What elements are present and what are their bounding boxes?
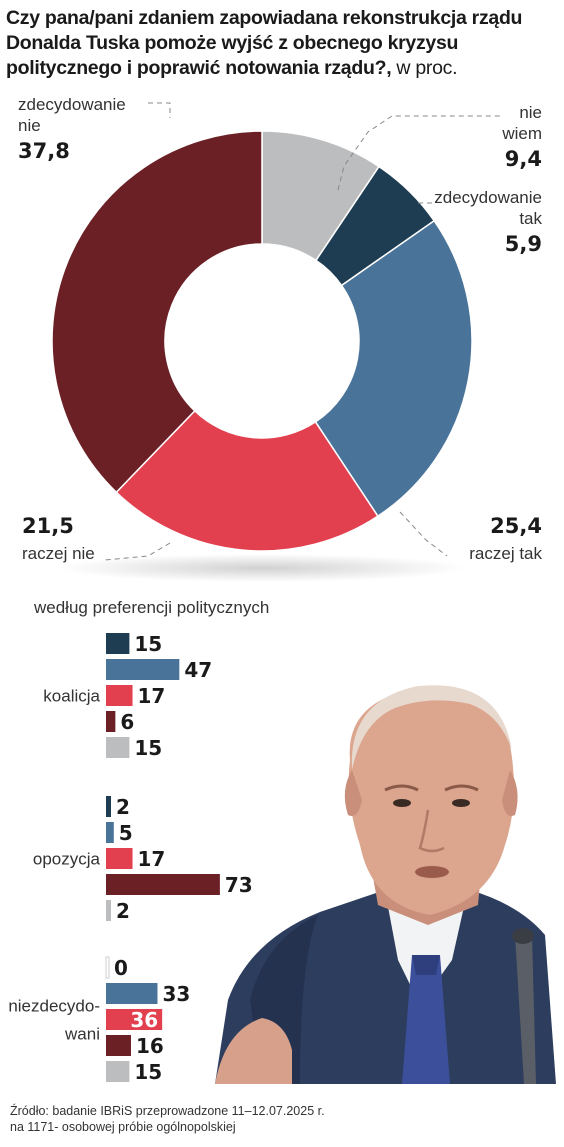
bar-value-koalicja-nie-wiem: 15 xyxy=(134,736,162,760)
bar-value-niezdecydo-wani-zdecydowanie-tak: 0 xyxy=(114,956,128,980)
donut-hole xyxy=(166,245,358,437)
bar-koalicja-nie-wiem xyxy=(106,737,130,758)
donut-slice-zdecydowanie-nie xyxy=(51,130,263,494)
chart-title-text: Czy pana/pani zdaniem zapowiadana rekons… xyxy=(6,7,523,79)
slice-label-zdecydowanie-tak: tak xyxy=(519,209,542,228)
politician-photo xyxy=(215,685,556,1084)
bar-niezdecydo-wani-nie-wiem xyxy=(106,1061,130,1082)
bar-value-opozycja-zdecydowanie-nie: 73 xyxy=(225,873,253,897)
slice-label-zdecydowanie-nie: nie xyxy=(18,116,41,135)
bar-value-opozycja-zdecydowanie-tak: 2 xyxy=(116,795,130,819)
slice-label-nie-wiem: wiem xyxy=(501,124,542,143)
source-line-1: Źródło: badanie IBRiS przeprowadzone 11–… xyxy=(10,1104,325,1118)
slice-label-nie-wiem: nie xyxy=(519,103,542,122)
leader-line-raczej-tak xyxy=(399,511,448,557)
bar-value-koalicja-zdecydowanie-tak: 15 xyxy=(134,632,162,656)
bar-opozycja-raczej-nie xyxy=(106,848,133,869)
bar-value-niezdecydo-wani-nie-wiem: 15 xyxy=(134,1060,162,1084)
bar-value-niezdecydo-wani-raczej-nie: 36 xyxy=(130,1008,158,1032)
donut-chart xyxy=(51,130,473,552)
chart-title-unit: w proc. xyxy=(391,57,458,79)
source-note: Źródło: badanie IBRiS przeprowadzone 11–… xyxy=(10,1103,325,1135)
bar-opozycja-nie-wiem xyxy=(106,900,111,921)
bar-niezdecydo-wani-zdecydowanie-tak xyxy=(105,956,110,979)
bar-group-label-niezdecydo-wani: wani xyxy=(64,1025,100,1044)
slice-value-zdecydowanie-tak: 5,9 xyxy=(505,232,542,256)
slice-label-zdecydowanie-tak: zdecydowanie xyxy=(434,188,542,207)
slice-value-raczej-nie: 21,5 xyxy=(22,514,74,538)
slice-value-raczej-tak: 25,4 xyxy=(490,514,542,538)
bar-value-koalicja-raczej-nie: 17 xyxy=(138,684,166,708)
bar-koalicja-zdecydowanie-tak xyxy=(106,633,130,654)
bar-opozycja-raczej-tak xyxy=(106,822,114,843)
donut-slice-raczej-tak xyxy=(314,219,473,518)
bar-chart-title: według preferencji politycznych xyxy=(34,598,270,617)
leader-line-raczej-nie xyxy=(104,542,171,561)
bar-niezdecydo-wani-raczej-tak xyxy=(106,983,158,1004)
chart-title: Czy pana/pani zdaniem zapowiadana rekons… xyxy=(6,6,554,81)
slice-label-zdecydowanie-nie: zdecydowanie xyxy=(18,95,126,114)
slice-label-raczej-tak: raczej tak xyxy=(469,544,542,563)
bar-group-label-koalicja: koalicja xyxy=(43,687,100,706)
donut-labels: nie wiem 9,4 zdecydowanie tak 5,9 25,4 raczej t… xyxy=(18,95,542,563)
slice-label-raczej-nie: raczej nie xyxy=(22,544,95,563)
bar-value-koalicja-raczej-tak: 47 xyxy=(184,658,212,682)
donut-slice-raczej-nie xyxy=(115,409,379,552)
bar-koalicja-zdecydowanie-nie xyxy=(106,711,116,732)
source-line-2: na 1171- osobowej próbie ogólnopolskiej xyxy=(10,1120,236,1134)
bar-opozycja-zdecydowanie-tak xyxy=(106,796,111,817)
bar-niezdecydo-wani-raczej-nie xyxy=(106,1009,163,1030)
bar-group-label-opozycja: opozycja xyxy=(33,850,101,869)
slice-value-nie-wiem: 9,4 xyxy=(505,147,542,171)
bar-koalicja-raczej-tak xyxy=(106,659,180,680)
bar-niezdecydo-wani-zdecydowanie-nie xyxy=(106,1035,131,1056)
bar-opozycja-zdecydowanie-nie xyxy=(106,874,220,895)
bar-group-label-niezdecydo-wani: niezdecydo- xyxy=(8,997,100,1016)
leader-line-nie-wiem xyxy=(337,115,502,191)
bar-value-niezdecydo-wani-raczej-tak: 33 xyxy=(162,982,190,1006)
bar-value-opozycja-raczej-nie: 17 xyxy=(138,847,166,871)
bar-value-opozycja-raczej-tak: 5 xyxy=(119,821,133,845)
bar-value-opozycja-nie-wiem: 2 xyxy=(116,899,130,923)
donut-shadow xyxy=(57,554,467,582)
bar-koalicja-raczej-nie xyxy=(106,685,133,706)
leader-line-zdecydowanie-nie xyxy=(148,102,171,118)
slice-value-zdecydowanie-nie: 37,8 xyxy=(18,139,70,163)
bar-value-koalicja-zdecydowanie-nie: 6 xyxy=(120,710,134,734)
bar-value-niezdecydo-wani-zdecydowanie-nie: 16 xyxy=(136,1034,164,1058)
bar-chart: 154717615koalicja2517732opozycja03336161… xyxy=(8,632,252,1084)
